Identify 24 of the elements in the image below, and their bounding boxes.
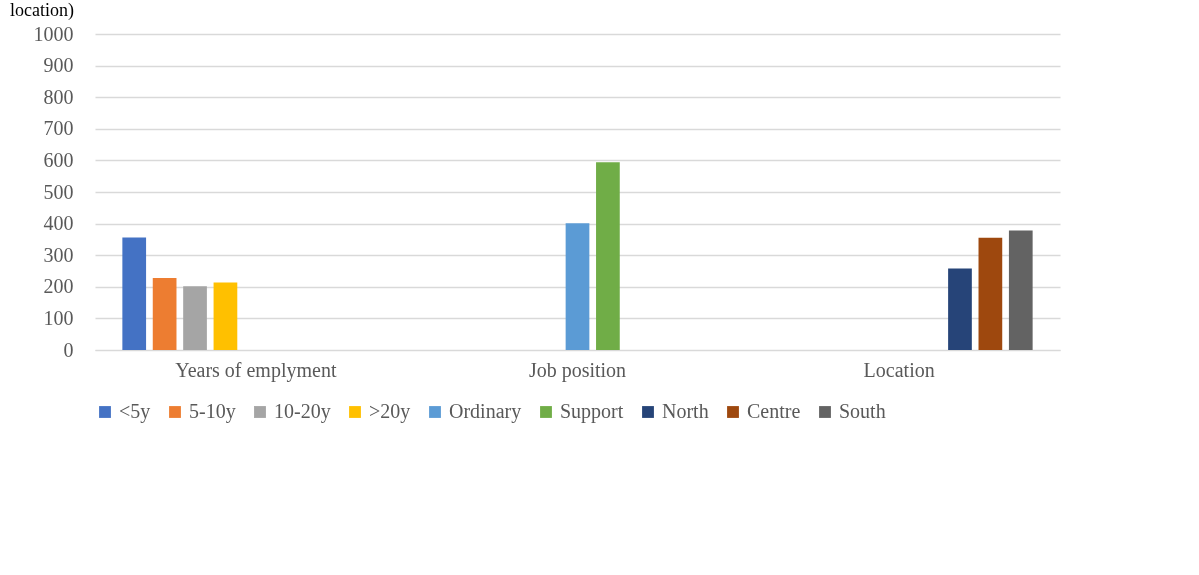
legend-label: Ordinary (449, 400, 522, 423)
legend-label: Support (560, 400, 624, 423)
x-tick-label: Location (863, 358, 935, 381)
legend-label: 5-10y (189, 400, 236, 423)
y-tick-label: 0 (63, 338, 74, 361)
y-tick-label: 700 (43, 117, 74, 140)
legend-label: 10-20y (274, 400, 331, 423)
y-tick-label: 600 (43, 148, 74, 171)
chart-title: location) (10, 0, 74, 21)
y-tick-label: 300 (43, 243, 74, 266)
y-tick-label: 200 (43, 275, 74, 298)
legend-label: <5y (119, 400, 151, 423)
y-tick-label: 500 (43, 180, 74, 203)
x-tick-label: Job position (528, 358, 627, 382)
y-tick-label: 400 (43, 212, 74, 235)
legend-label: North (662, 400, 709, 422)
x-tick-label: Years of emplyment (175, 358, 337, 382)
legend-label: >20y (369, 400, 411, 423)
y-tick-label: 900 (43, 54, 74, 77)
y-tick-label: 1000 (33, 22, 74, 45)
y-tick-label: 800 (43, 85, 74, 108)
legend-label: Centre (747, 400, 801, 422)
y-tick-label: 100 (43, 306, 74, 329)
legend-label: South (839, 400, 886, 422)
